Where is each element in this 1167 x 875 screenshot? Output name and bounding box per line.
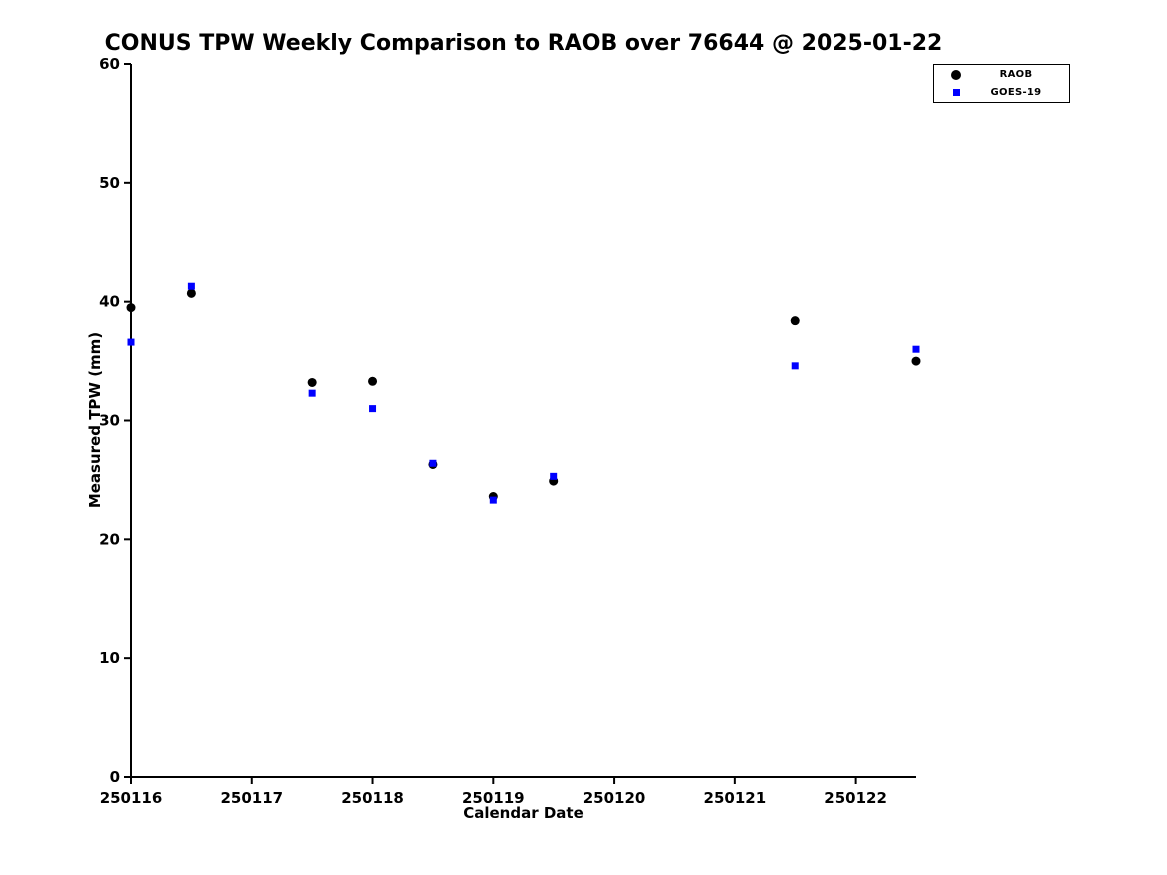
x-tick-label: 250117 [220,789,283,807]
y-tick-label: 50 [99,174,120,192]
legend-item-goes-19: GOES-19 [934,84,1069,102]
y-tick-label: 30 [99,412,120,430]
x-tick-label: 250118 [341,789,404,807]
chart-title: CONUS TPW Weekly Comparison to RAOB over… [104,31,943,56]
goes-19-point [308,389,316,397]
x-tick-label: 250119 [462,789,525,807]
square-marker-icon [952,89,960,96]
legend: RAOB GOES-19 [933,64,1070,103]
legend-marker-box [949,69,963,80]
y-tick-label: 0 [110,768,120,786]
legend-label: GOES-19 [990,87,1042,98]
goes-19-point [127,338,135,346]
raob-point [368,376,378,386]
raob-point [126,303,136,313]
y-tick-label: 60 [99,55,120,73]
raob-point [790,316,800,326]
x-axis-label: Calendar Date [463,804,584,822]
raob-point [911,356,921,366]
raob-point [186,288,196,298]
goes-19-point [912,345,920,353]
goes-19-point [429,459,437,467]
legend-item-raob: RAOB [934,66,1069,84]
x-tick-label: 250120 [583,789,646,807]
y-tick-label: 40 [99,293,120,311]
legend-label: RAOB [999,69,1033,80]
y-tick-label: 20 [99,530,120,548]
x-tick-label: 250122 [824,789,887,807]
y-axis-label: Measured TPW (mm) [86,331,104,509]
circle-marker-icon [951,69,961,80]
goes-19-point [791,362,799,370]
goes-19-point [550,472,558,480]
x-tick-label: 250116 [100,789,163,807]
legend-marker-box [949,89,963,96]
goes-19-point [489,496,497,504]
raob-point [307,377,317,387]
x-tick-label: 250121 [704,789,767,807]
y-tick-label: 10 [99,649,120,667]
goes-19-point [187,282,195,290]
goes-19-point [369,405,377,413]
